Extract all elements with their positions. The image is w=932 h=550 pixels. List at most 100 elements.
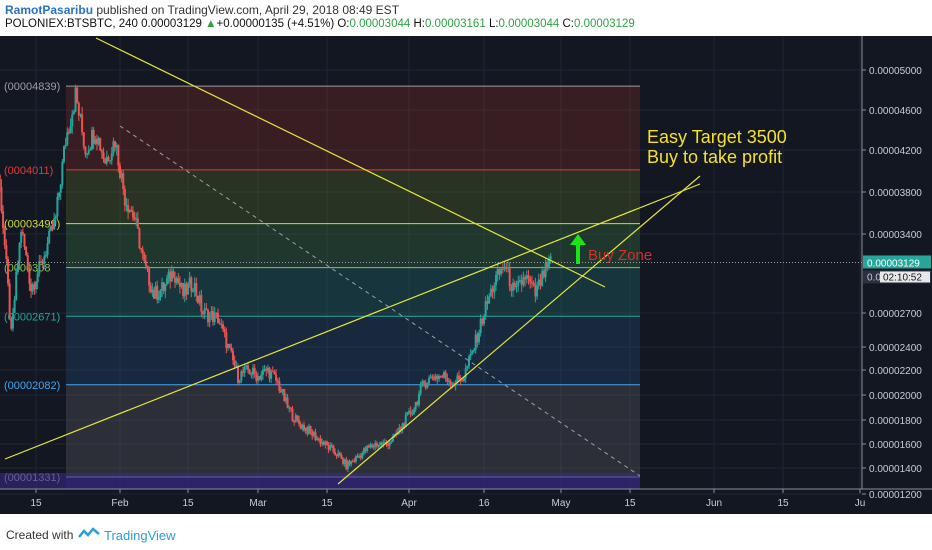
candle-body — [443, 372, 445, 377]
candle-body — [481, 318, 484, 324]
candle-body — [380, 442, 383, 445]
candle-body — [501, 268, 504, 270]
candle-body — [434, 375, 437, 380]
price-axis-label: 0.00002200 — [869, 366, 922, 377]
candle-body — [102, 152, 105, 159]
change-arrow-icon: ▲ — [205, 18, 217, 30]
candle-body — [23, 233, 26, 248]
candle-body — [20, 231, 23, 243]
candle-body — [195, 283, 198, 296]
candle-body — [48, 230, 51, 244]
candle-body — [358, 455, 361, 458]
candle-body — [542, 270, 545, 278]
time-axis-label: Apr — [401, 498, 417, 509]
candle-body — [89, 148, 92, 151]
candle-body — [372, 446, 375, 448]
footer: Created with TradingView — [0, 514, 932, 550]
candle-body — [489, 288, 492, 297]
candle-body — [338, 452, 341, 455]
candle-body — [8, 283, 11, 319]
candle-body — [284, 397, 287, 402]
candle-body — [271, 371, 274, 373]
tradingview-logo-icon[interactable] — [78, 527, 100, 541]
tradingview-brand[interactable]: TradingView — [104, 528, 176, 543]
candle-body — [326, 441, 328, 446]
candle-body — [532, 282, 535, 285]
candle-body — [367, 445, 370, 448]
candle-body — [353, 460, 356, 462]
time-axis-label: 15 — [321, 498, 333, 509]
candle-body — [245, 365, 248, 367]
candle-body — [391, 436, 394, 442]
candle-body — [97, 137, 100, 145]
candle-body — [342, 458, 345, 464]
chart-canvas[interactable]: (00004839)(0004011)(00003499)(0000308(00… — [0, 36, 932, 514]
close-label: C: — [562, 18, 575, 30]
candle-body — [510, 286, 513, 291]
candle-body — [61, 161, 64, 185]
candle-body — [26, 254, 29, 269]
descending-trendline[interactable] — [95, 37, 606, 288]
ascending-resistance-line[interactable] — [4, 183, 701, 460]
candle-body — [177, 278, 180, 283]
candle-body — [458, 375, 460, 379]
candle-body — [123, 189, 126, 206]
candle-body — [464, 368, 467, 379]
candle-body — [491, 288, 494, 293]
candle-body — [537, 279, 540, 286]
candle-body — [416, 401, 419, 405]
candle-body — [348, 461, 351, 465]
candle-body — [411, 413, 414, 415]
price-axis-label: 0.00002000 — [869, 391, 922, 402]
candle-body — [371, 444, 374, 447]
candle-body — [549, 256, 552, 259]
candle-body — [156, 285, 159, 300]
candle-body — [293, 420, 296, 423]
target-annotation-subtext: Buy to take profit — [647, 147, 782, 167]
candle-body — [401, 423, 404, 430]
candle-body — [130, 210, 133, 212]
candle-body — [369, 444, 372, 448]
candle-body — [314, 432, 317, 441]
candle-body — [493, 285, 496, 293]
candle-body — [409, 410, 412, 415]
candle-body — [144, 260, 147, 266]
candle-body — [469, 353, 472, 357]
candle-body — [220, 324, 223, 326]
candle-body — [319, 438, 322, 444]
support-trendline[interactable] — [337, 175, 701, 485]
price-chart[interactable]: (00004839) (0004011) (00003499) (0000308 (00… — [0, 36, 932, 514]
author-link[interactable]: RamotPasaribu — [5, 3, 94, 17]
candle-body — [87, 150, 90, 154]
candle-body — [546, 263, 549, 268]
candle-body — [217, 313, 219, 324]
candle-body — [143, 253, 146, 261]
candle-body — [270, 371, 273, 379]
candle-body — [265, 368, 268, 371]
candle-body — [539, 279, 542, 286]
candle-body — [362, 448, 365, 453]
candle-body — [49, 226, 52, 231]
candle-body — [530, 282, 533, 284]
candle-body — [202, 311, 204, 315]
candle-body — [174, 278, 177, 283]
candle-body — [100, 150, 103, 153]
fib-level-label: (00002671) — [4, 311, 60, 323]
candle-body — [200, 295, 203, 312]
candle-body — [135, 218, 138, 220]
candle-body — [426, 383, 429, 388]
time-axis-label: 15 — [777, 498, 789, 509]
candle-body — [428, 377, 430, 384]
candle-body — [345, 459, 348, 469]
candle-body — [524, 277, 527, 280]
candle-body — [67, 132, 70, 134]
published-text: published on TradingView.com, April 29, … — [96, 3, 400, 17]
candle-body — [429, 376, 432, 378]
candle-body — [500, 268, 503, 275]
candle-body — [153, 289, 155, 299]
candle-body — [289, 407, 292, 409]
candle-body — [255, 373, 258, 381]
candle-body — [170, 271, 173, 282]
candle-body — [508, 267, 511, 287]
candle-body — [471, 350, 474, 354]
